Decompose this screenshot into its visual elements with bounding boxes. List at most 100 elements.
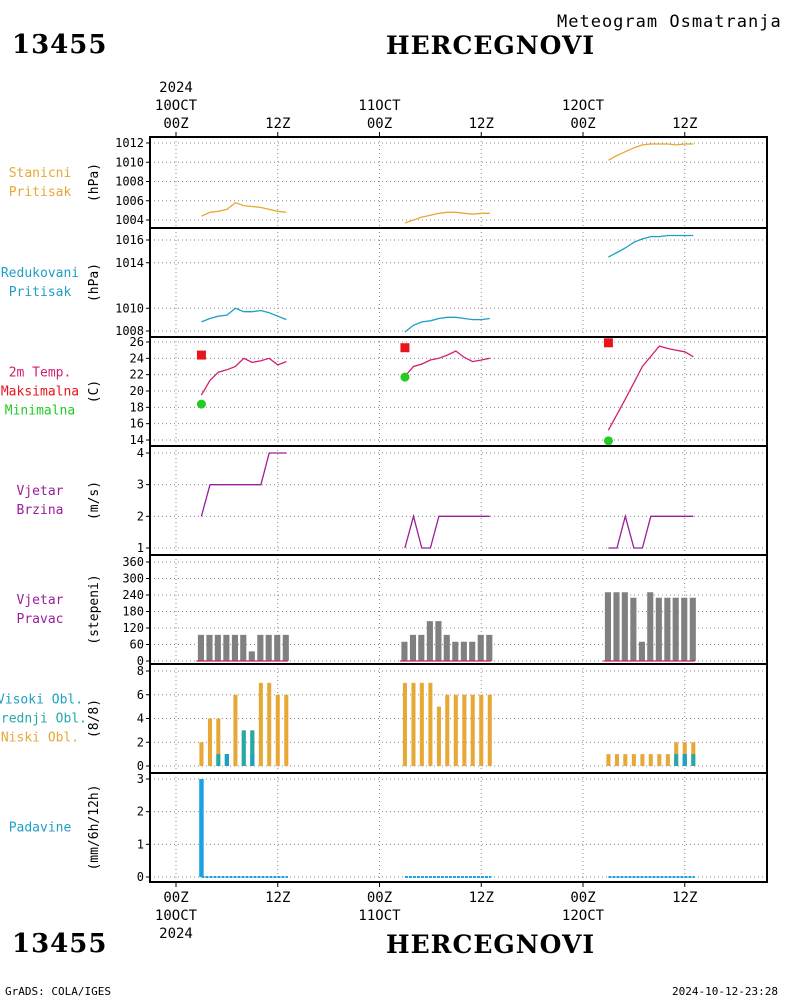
time-date-label-top: 10OCT [155, 98, 198, 114]
wind-speed-line [608, 513, 694, 549]
time-hour-label-top: 12Z [265, 116, 290, 132]
wind-direction-bar [223, 634, 230, 661]
panel-label: Minimalna [5, 404, 75, 419]
cloud-bar [674, 754, 679, 766]
cloud-bar [402, 682, 407, 766]
time-date-label-bottom: 12OCT [562, 908, 605, 924]
wind-direction-bar [613, 592, 620, 661]
max-temp-marker [603, 338, 613, 348]
y-tick-label: 4 [137, 712, 144, 726]
cloud-bar [623, 754, 628, 766]
wind-direction-bar [274, 634, 281, 661]
wind-direction-bar [689, 597, 696, 661]
min-temp-marker [196, 399, 206, 409]
cloud-bar [267, 682, 272, 766]
y-tick-label: 26 [130, 335, 144, 349]
panel-label: Maksimalna [1, 385, 79, 400]
precip-bar [199, 779, 204, 877]
y-tick-label: 2 [137, 509, 144, 523]
cloud-bar [470, 694, 475, 766]
min-temp-marker [400, 372, 410, 382]
product-title: Meteogram Osmatranja [557, 12, 782, 32]
wind-direction-bar [409, 634, 417, 661]
cloud-bar [241, 730, 246, 766]
panel-label: Pritisak [9, 285, 72, 300]
wind-direction-panel: 0 60 120 180 240 300 360 (stepeni) Vjetar Pravac [17, 554, 768, 668]
cloud-bar [207, 718, 213, 766]
panel-label: Srednji Obl. [0, 712, 87, 727]
y-tick-label: 24 [130, 351, 144, 365]
y-tick-label: 120 [122, 621, 144, 635]
panel-label: Redukovani [1, 266, 79, 281]
cloud-bar [648, 754, 653, 766]
time-date-label-bottom: 11OCT [358, 908, 401, 924]
wind-direction-bar [401, 641, 408, 661]
panel-label: Pritisak [9, 185, 72, 200]
time-hour-label-bottom: 12Z [672, 890, 697, 906]
cloud-bar [216, 718, 221, 766]
time-hour-label-top: 12Z [672, 116, 697, 132]
y-tick-label: 0 [137, 654, 144, 668]
wind-speed-panel: 1 2 3 4 (m/s) Vjetar Brzina [17, 445, 768, 556]
time-hour-label-bottom: 00Z [367, 890, 392, 906]
time-date-label-bottom: 10OCT [155, 908, 198, 924]
cloud-bar [284, 694, 289, 766]
panel-frame [149, 136, 768, 229]
y-tick-label: 3 [137, 478, 144, 492]
cloud-bar [233, 694, 238, 766]
wind-direction-bar [664, 597, 671, 661]
cloud-bar [224, 754, 229, 766]
wind-direction-bar [426, 621, 433, 661]
station-name-top: HERCEGNOVI [386, 31, 596, 60]
y-tick-label: 180 [122, 605, 144, 619]
wind-direction-bar [647, 592, 654, 661]
wind-direction-bar [477, 634, 484, 661]
y-tick-label: 1010 [115, 155, 144, 169]
wind-direction-bar [604, 592, 611, 661]
wind-direction-bar [257, 634, 264, 661]
station-pressure-line [608, 143, 694, 161]
time-year-label-top: 2024 [159, 80, 193, 96]
y-tick-label: 1010 [115, 301, 144, 315]
y-tick-label: 16 [130, 417, 144, 431]
reduced-pressure-line [201, 307, 287, 323]
panel-label: Vjetar [17, 593, 64, 608]
cloud-bar [419, 682, 424, 766]
y-tick-label: 360 [122, 555, 144, 569]
cloud-bar [250, 730, 255, 766]
y-tick-label: 1008 [115, 324, 144, 338]
reduced-pressure-panel: 1008 1010 1014 1016 (hPa) Redukovani Pritisak [1, 227, 768, 338]
wind-direction-bar [638, 641, 645, 661]
wind-direction-bar [621, 592, 628, 661]
panel-label: 2m Temp. [9, 366, 72, 381]
timestamp-text: 2024-10-12-23:28 [672, 985, 778, 998]
cloud-bar [445, 694, 450, 766]
y-tick-label: 1 [137, 837, 144, 851]
wind-direction-bar [248, 651, 255, 661]
wind-direction-bar [240, 634, 247, 661]
wind-direction-bar [486, 634, 493, 661]
station-name-bottom: HERCEGNOVI [386, 930, 596, 959]
time-date-label-top: 11OCT [358, 98, 401, 114]
y-tick-label: 1 [137, 541, 144, 555]
wind-direction-bar [265, 634, 272, 661]
wind-speed-line [200, 452, 287, 517]
wind-direction-bar [452, 641, 459, 661]
precipitation-panel: 0 1 2 3 (mm/6h/12h) Padavine [9, 772, 768, 884]
y-tick-label: 1012 [115, 136, 144, 150]
cloud-bar [462, 694, 467, 766]
wind-speed-line [404, 513, 490, 549]
wind-direction-bar [655, 597, 662, 661]
credit-text: GrADS: COLA/IGES [5, 985, 111, 998]
panel-label: Visoki Obl. [0, 693, 83, 708]
panel-frame [149, 772, 768, 883]
panel-frame [149, 445, 768, 556]
y-tick-label: 60 [130, 638, 144, 652]
cloud-bar [631, 754, 636, 766]
cloud-bar [411, 682, 416, 766]
time-hour-label-bottom: 00Z [163, 890, 188, 906]
y-tick-label: 18 [130, 400, 144, 414]
cloud-bar [199, 742, 204, 766]
time-hour-label-bottom: 12Z [265, 890, 290, 906]
